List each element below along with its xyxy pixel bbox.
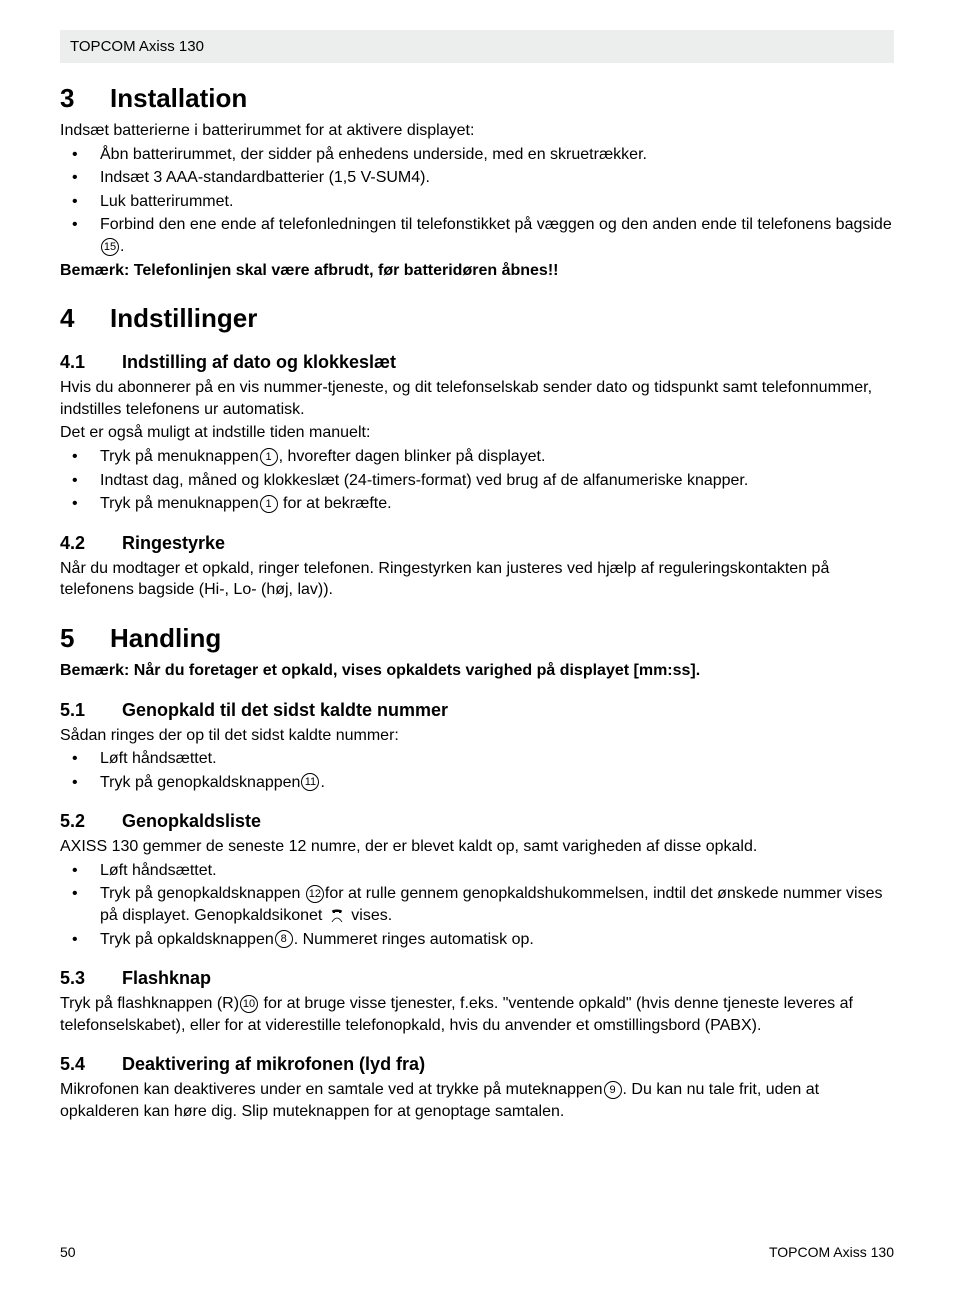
text: Tryk på opkaldsknappen [100,931,274,948]
subsection-number: 5.3 [60,968,122,989]
section-title: Installation [110,83,247,113]
section-3-note: Bemærk: Telefonlinjen skal være afbrudt,… [60,260,894,282]
header-product: TOPCOM Axiss 130 [70,38,204,55]
list-item: Tryk på genopkaldsknappen 12for at rulle… [92,883,894,926]
ref-circle-icon: 9 [604,1081,622,1099]
paragraph: Sådan ringes der op til det sidst kaldte… [60,725,894,747]
subsection-number: 5.4 [60,1054,122,1075]
ref-circle-icon: 15 [101,238,119,256]
paragraph: Hvis du abonnerer på en vis nummer-tjene… [60,377,894,420]
paragraph: Når du modtager et opkald, ringer telefo… [60,558,894,601]
list-item: Tryk på opkaldsknappen8. Nummeret ringes… [92,929,894,951]
text: for at bekræfte. [279,495,392,512]
section-5-heading: 5Handling [60,623,894,654]
subsection-5-2-list: Løft håndsættet. Tryk på genopkaldsknapp… [60,860,894,950]
subsection-title: Deaktivering af mikrofonen (lyd fra) [122,1054,425,1074]
redial-phone-icon [329,908,345,924]
section-title: Handling [110,623,221,653]
text: . [320,774,324,791]
ref-circle-icon: 8 [275,930,293,948]
text: . Nummeret ringes automatisk op. [294,931,534,948]
list-item: Åbn batterirummet, der sidder på enheden… [92,144,894,166]
page-header: TOPCOM Axiss 130 [60,30,894,63]
text: Tryk på genopkaldsknappen [100,885,305,902]
list-item: Tryk på genopkaldsknappen11. [92,772,894,794]
subsection-5-1-heading: 5.1Genopkald til det sidst kaldte nummer [60,700,894,721]
list-item: Løft håndsættet. [92,748,894,770]
subsection-number: 5.2 [60,811,122,832]
section-number: 5 [60,623,110,654]
section-3-list: Åbn batterirummet, der sidder på enheden… [60,144,894,258]
text: Tryk på menuknappen [100,448,259,465]
section-5-note: Bemærk: Når du foretager et opkald, vise… [60,660,894,682]
list-item: Luk batterirummet. [92,191,894,213]
manual-page: TOPCOM Axiss 130 3Installation Indsæt ba… [0,0,954,1290]
section-number: 3 [60,83,110,114]
text: Mikrofonen kan deaktiveres under en samt… [60,1081,603,1098]
text: Tryk på menuknappen [100,495,259,512]
list-item: Indsæt 3 AAA-standardbatterier (1,5 V-SU… [92,167,894,189]
subsection-5-4-heading: 5.4Deaktivering af mikrofonen (lyd fra) [60,1054,894,1075]
text: , hvorefter dagen blinker på displayet. [279,448,546,465]
subsection-4-1-list: Tryk på menuknappen1, hvorefter dagen bl… [60,446,894,515]
paragraph: Mikrofonen kan deaktiveres under en samt… [60,1079,894,1122]
subsection-title: Flashknap [122,968,211,988]
list-item: Indtast dag, måned og klokkeslæt (24-tim… [92,470,894,492]
ref-circle-icon: 10 [240,995,258,1013]
subsection-number: 4.2 [60,533,122,554]
section-3-intro: Indsæt batterierne i batterirummet for a… [60,120,894,142]
subsection-number: 4.1 [60,352,122,373]
subsection-4-1-heading: 4.1Indstilling af dato og klokkeslæt [60,352,894,373]
ref-circle-icon: 12 [306,885,324,903]
paragraph: AXISS 130 gemmer de seneste 12 numre, de… [60,836,894,858]
paragraph: Tryk på flashknappen (R)10 for at bruge … [60,993,894,1036]
section-number: 4 [60,303,110,334]
paragraph: Det er også muligt at indstille tiden ma… [60,422,894,444]
list-item: Tryk på menuknappen1 for at bekræfte. [92,493,894,515]
subsection-number: 5.1 [60,700,122,721]
subsection-title: Ringestyrke [122,533,225,553]
text: vises. [347,907,392,924]
list-item: Løft håndsættet. [92,860,894,882]
page-footer: 50 TOPCOM Axiss 130 [60,1244,894,1260]
subsection-5-3-heading: 5.3Flashknap [60,968,894,989]
page-number: 50 [60,1244,76,1260]
section-4-heading: 4Indstillinger [60,303,894,334]
subsection-4-2-heading: 4.2Ringestyrke [60,533,894,554]
text: . [120,238,124,255]
text: Tryk på genopkaldsknappen [100,774,300,791]
subsection-title: Indstilling af dato og klokkeslæt [122,352,396,372]
subsection-title: Genopkald til det sidst kaldte nummer [122,700,448,720]
text: Tryk på flashknappen (R) [60,995,239,1012]
ref-circle-icon: 1 [260,448,278,466]
ref-circle-icon: 1 [260,495,278,513]
footer-product: TOPCOM Axiss 130 [769,1244,894,1260]
subsection-5-1-list: Løft håndsættet. Tryk på genopkaldsknapp… [60,748,894,793]
text: Forbind den ene ende af telefonledningen… [100,216,892,233]
list-item: Tryk på menuknappen1, hvorefter dagen bl… [92,446,894,468]
section-3-heading: 3Installation [60,83,894,114]
subsection-title: Genopkaldsliste [122,811,261,831]
section-title: Indstillinger [110,303,257,333]
ref-circle-icon: 11 [301,773,319,791]
list-item: Forbind den ene ende af telefonledningen… [92,214,894,257]
subsection-5-2-heading: 5.2Genopkaldsliste [60,811,894,832]
